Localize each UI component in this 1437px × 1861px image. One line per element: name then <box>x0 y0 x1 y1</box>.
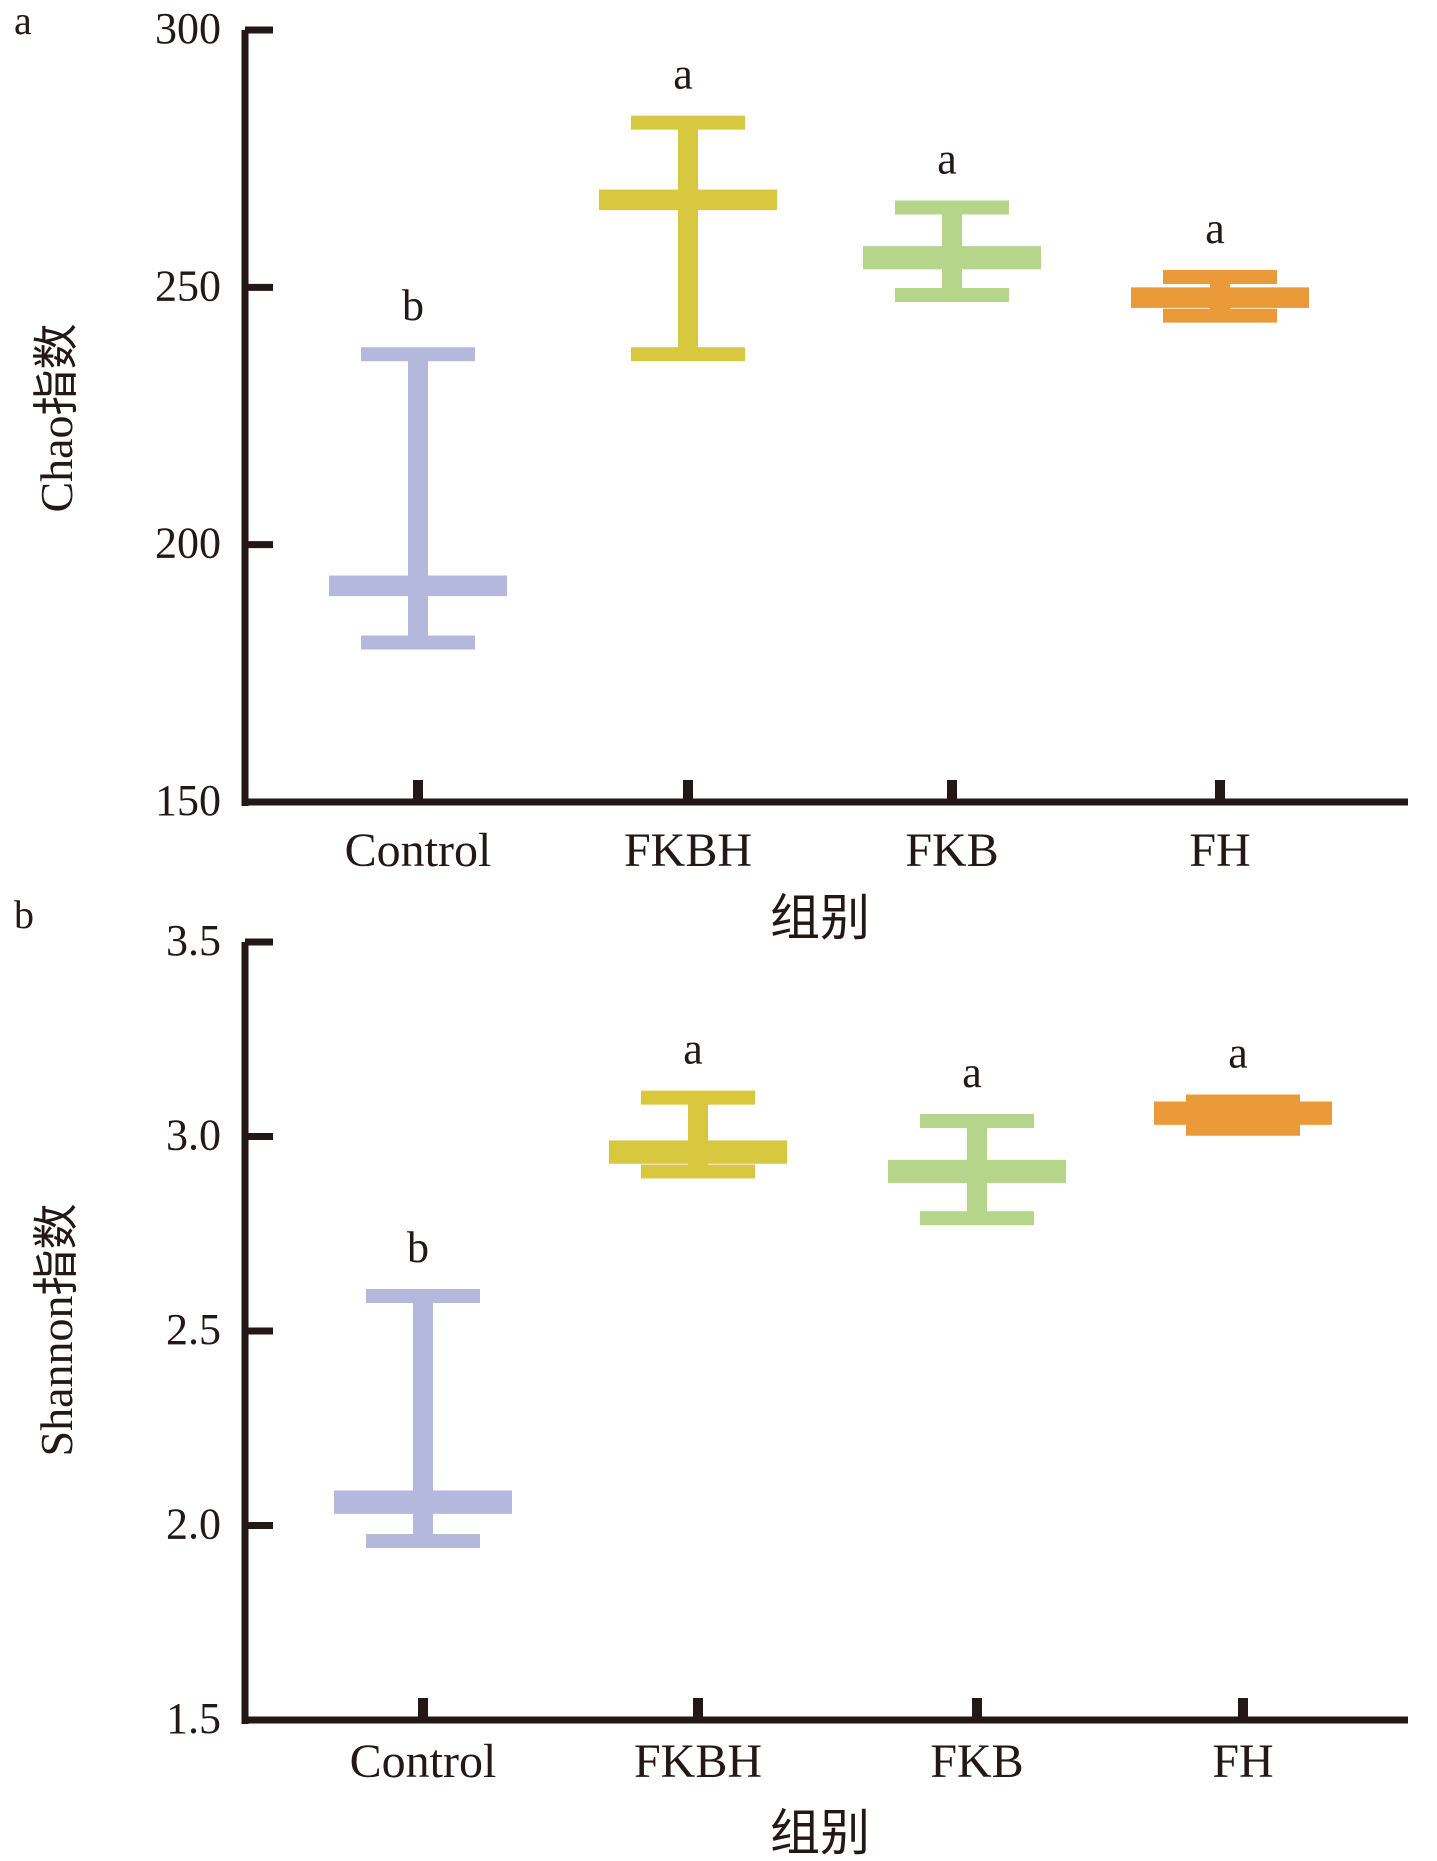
x-tick-label: FKBH <box>624 824 752 877</box>
y-axis-label: Shannon指数 <box>31 1204 82 1457</box>
box-body <box>888 1159 1066 1184</box>
box-body <box>599 189 777 211</box>
significance-letter: a <box>937 135 957 184</box>
box-body <box>1154 1101 1332 1125</box>
y-tick-label: 300 <box>155 4 221 53</box>
x-tick-label: FH <box>1189 824 1250 877</box>
x-axis-label: 组别 <box>770 1805 870 1861</box>
box-FKB: a <box>888 1048 1066 1226</box>
box-body <box>334 1490 512 1514</box>
y-tick-label: 1.5 <box>166 1694 221 1743</box>
significance-letter: a <box>673 50 693 99</box>
significance-letter: b <box>402 281 424 330</box>
y-tick-label: 2.5 <box>166 1305 221 1354</box>
x-tick-label: Control <box>350 1735 497 1788</box>
y-tick-label: 250 <box>155 261 221 310</box>
x-tick-label: Control <box>345 824 492 877</box>
box-Control: b <box>334 1223 512 1549</box>
significance-letter: a <box>1228 1028 1248 1077</box>
significance-letter: a <box>962 1048 982 1097</box>
box-FKB: a <box>863 135 1041 303</box>
panel-label: b <box>14 892 34 937</box>
chart-panel-a: a 150 200 250 300 Chao指数 Control FKBH FKB FH 组别 b a a… <box>14 0 1408 946</box>
x-axis-label: 组别 <box>770 890 870 946</box>
box-body <box>1131 287 1309 308</box>
box-Control: b <box>329 281 507 650</box>
x-tick-label: FKB <box>905 824 998 877</box>
x-tick-label: FH <box>1212 1735 1273 1788</box>
y-tick-label: 200 <box>155 519 221 568</box>
x-tick-label: FKB <box>930 1735 1023 1788</box>
significance-letter: a <box>1205 204 1225 253</box>
panel-label: a <box>14 0 32 43</box>
significance-letter: b <box>407 1223 429 1272</box>
box-body <box>609 1140 787 1164</box>
chart-panel-b: b 1.5 2.0 2.5 3.0 3.5 Shannon指数 Control FKBH FKB F… <box>14 892 1408 1861</box>
x-tick-label: FKBH <box>634 1735 762 1788</box>
box-body <box>329 575 507 597</box>
y-tick-label: 2.0 <box>166 1500 221 1549</box>
box-FH: a <box>1154 1028 1332 1136</box>
box-FKBH: a <box>609 1025 787 1179</box>
y-tick-label: 150 <box>155 776 221 825</box>
y-axis-label: Chao指数 <box>31 323 82 512</box>
box-FH: a <box>1131 204 1309 323</box>
box-body <box>863 246 1041 270</box>
box-FKBH: a <box>599 50 777 362</box>
y-tick-label: 3.5 <box>166 916 221 965</box>
significance-letter: a <box>683 1025 703 1074</box>
y-tick-label: 3.0 <box>166 1111 221 1160</box>
